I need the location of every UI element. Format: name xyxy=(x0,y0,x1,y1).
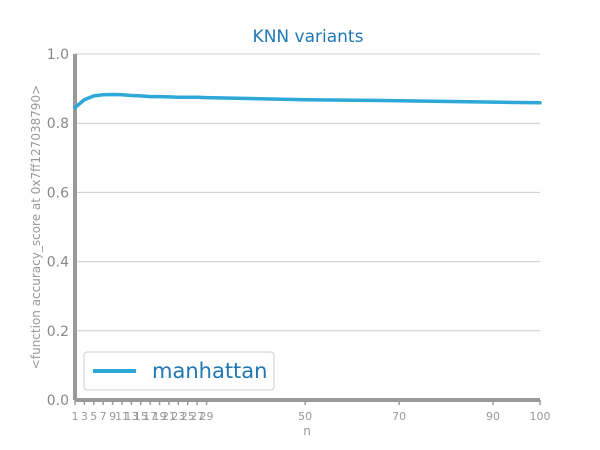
x-tick-label: 25 xyxy=(181,410,195,423)
x-tick-label: 19 xyxy=(153,410,167,423)
y-tick-label: 0.0 xyxy=(47,393,69,409)
x-tick-label: 11 xyxy=(115,410,129,423)
x-tick-label: 21 xyxy=(162,410,176,423)
y-axis-label: <function accuracy_score at 0x7ff1270387… xyxy=(29,85,43,369)
x-tick-label: 50 xyxy=(298,410,312,423)
y-tick-label: 0.4 xyxy=(47,255,69,271)
x-tick-label: 5 xyxy=(90,410,97,423)
legend-box xyxy=(83,351,275,391)
y-tick-labels: 0.0 0.2 0.4 0.6 0.8 1.0 xyxy=(47,47,69,409)
legend: manhattan xyxy=(83,351,275,391)
legend-label-manhattan: manhattan xyxy=(152,359,267,383)
x-tick-label: 9 xyxy=(109,410,116,423)
x-tick-label: 17 xyxy=(143,410,157,423)
y-tick-label: 0.2 xyxy=(47,324,69,340)
gridlines xyxy=(75,53,540,401)
x-tick-label: 3 xyxy=(81,410,88,423)
series-line-manhattan xyxy=(73,92,542,110)
x-tick-label: 70 xyxy=(392,410,406,423)
y-tick-label: 0.6 xyxy=(47,185,69,201)
x-tick-label: 7 xyxy=(100,410,107,423)
y-tick-label: 0.8 xyxy=(47,116,69,132)
chart-title: KNN variants xyxy=(253,27,364,47)
series-lines xyxy=(73,92,542,110)
x-axis-label: n xyxy=(303,424,311,438)
x-tick-label: 13 xyxy=(124,410,138,423)
x-tick-label: 29 xyxy=(200,410,214,423)
axis-spines xyxy=(73,54,540,402)
y-tick-label: 1.0 xyxy=(47,47,69,63)
x-tick-label: 27 xyxy=(190,410,204,423)
x-tick-label: 100 xyxy=(530,410,551,423)
x-tick-label: 1 xyxy=(72,410,79,423)
x-tick-label: 90 xyxy=(486,410,500,423)
x-tick-label: 23 xyxy=(171,410,185,423)
x-tick-label: 15 xyxy=(134,410,148,423)
